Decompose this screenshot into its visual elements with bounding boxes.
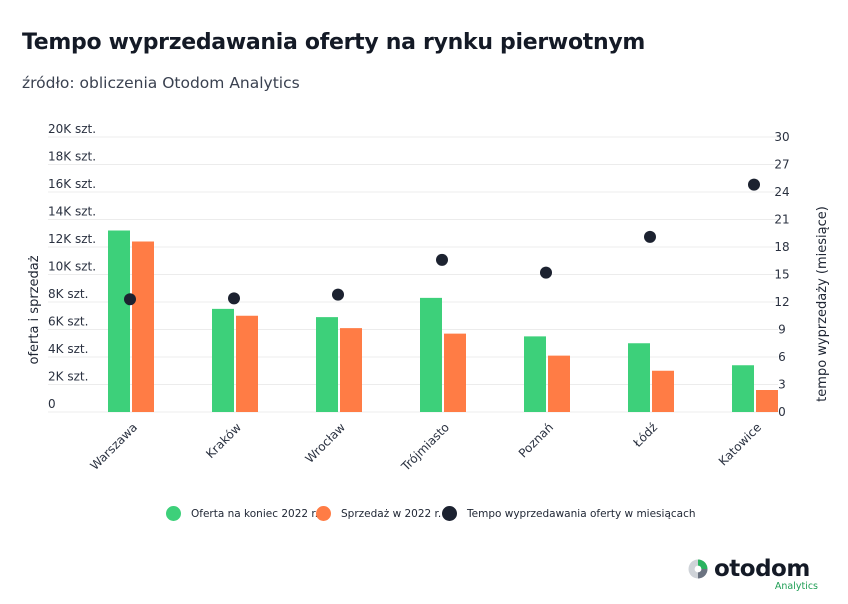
chart-subtitle: źródło: obliczenia Otodom Analytics bbox=[22, 74, 300, 92]
legend-label-offer: Oferta na koniec 2022 r. bbox=[191, 507, 319, 520]
bar-sales-0 bbox=[132, 241, 154, 412]
category-labels: Warszawa Kraków Wrocław Trójmiasto Poznań Łód… bbox=[87, 420, 764, 474]
tempo-point-0 bbox=[124, 293, 136, 306]
left-tick-label: 6K szt. bbox=[48, 315, 88, 329]
left-tick-label: 8K szt. bbox=[48, 287, 88, 301]
right-tick-label: 12 bbox=[774, 295, 789, 309]
category-label-1: Kraków bbox=[203, 420, 244, 461]
bar-offer-5 bbox=[628, 343, 650, 412]
left-tick-label: 4K szt. bbox=[48, 342, 88, 356]
tempo-points bbox=[124, 178, 760, 306]
right-tick-label: 21 bbox=[774, 213, 789, 227]
right-tick-label: 3 bbox=[778, 378, 786, 392]
left-axis-title: oferta i sprzedaż bbox=[27, 255, 42, 364]
right-tick-label: 6 bbox=[778, 350, 786, 364]
bar-sales-2 bbox=[340, 328, 362, 412]
left-tick-label: 12K szt. bbox=[48, 232, 96, 246]
category-label-6: Katowice bbox=[716, 420, 764, 468]
tempo-point-3 bbox=[436, 253, 448, 266]
bar-offer-4 bbox=[524, 336, 546, 412]
bar-offer-1 bbox=[212, 308, 234, 412]
brand-tagline: Analytics bbox=[774, 581, 818, 592]
right-tick-label: 27 bbox=[774, 158, 789, 172]
right-axis-title: tempo wyprzedaży (miesiące) bbox=[815, 206, 830, 402]
right-tick-label: 30 bbox=[774, 130, 789, 144]
legend-item-offer: Oferta na koniec 2022 r. bbox=[166, 506, 318, 521]
bar-sales-5 bbox=[652, 370, 674, 412]
right-tick-label: 9 bbox=[778, 323, 786, 337]
bar-offer-0 bbox=[108, 230, 130, 412]
right-tick-label: 24 bbox=[774, 185, 789, 199]
left-tick-label: 0 bbox=[48, 397, 56, 411]
bar-sales-4 bbox=[548, 355, 570, 412]
category-label-2: Wrocław bbox=[303, 420, 349, 466]
bar-offer-6 bbox=[732, 365, 754, 412]
otodom-logo: otodom Analytics bbox=[688, 556, 818, 596]
tempo-point-4 bbox=[540, 266, 552, 279]
chart-title: Tempo wyprzedawania oferty na rynku pier… bbox=[22, 30, 645, 55]
bar-offer-2 bbox=[316, 317, 338, 412]
legend-swatch-tempo bbox=[442, 506, 457, 521]
category-label-3: Trójmiasto bbox=[398, 420, 452, 474]
tempo-point-1 bbox=[228, 292, 240, 305]
chart: 02K szt.4K szt.6K szt.8K szt.10K szt.12K… bbox=[27, 122, 830, 474]
category-label-4: Poznań bbox=[516, 420, 556, 460]
otodom-logo-icon bbox=[688, 559, 708, 579]
right-tick-label: 18 bbox=[774, 240, 789, 254]
left-axis-ticks: 0 2K szt. 4K szt. 6K szt. 8K szt. 10K szt. 12K… bbox=[48, 122, 96, 411]
legend-swatch-sales bbox=[316, 506, 331, 521]
legend-label-sales: Sprzedaż w 2022 r. bbox=[341, 507, 442, 520]
tempo-point-5 bbox=[644, 230, 656, 243]
left-tick-label: 14K szt. bbox=[48, 205, 96, 219]
category-label-5: Łódź bbox=[630, 420, 660, 450]
legend-item-tempo: Tempo wyprzedawania oferty w miesiącach bbox=[442, 506, 696, 521]
left-tick-label: 16K szt. bbox=[48, 177, 96, 191]
right-tick-label: 15 bbox=[774, 268, 789, 282]
bar-offer-3 bbox=[420, 297, 442, 412]
legend-swatch-offer bbox=[166, 506, 181, 521]
right-tick-label: 0 bbox=[778, 405, 786, 419]
bars bbox=[108, 230, 778, 412]
bar-sales-1 bbox=[236, 315, 258, 412]
brand-name: otodom bbox=[714, 556, 810, 582]
bar-sales-6 bbox=[756, 390, 778, 412]
bar-sales-3 bbox=[444, 333, 466, 412]
left-tick-label: 18K szt. bbox=[48, 150, 96, 164]
legend-item-sales: Sprzedaż w 2022 r. bbox=[316, 506, 441, 521]
right-axis-ticks: 0 3 6 9 12 15 18 21 24 27 30 bbox=[774, 130, 789, 419]
left-tick-label: 10K szt. bbox=[48, 260, 96, 274]
tempo-point-6 bbox=[748, 178, 760, 191]
left-tick-label: 20K szt. bbox=[48, 122, 96, 136]
left-tick-label: 2K szt. bbox=[48, 370, 88, 384]
category-label-0: Warszawa bbox=[87, 420, 140, 473]
tempo-point-2 bbox=[332, 288, 344, 301]
legend-label-tempo: Tempo wyprzedawania oferty w miesiącach bbox=[467, 507, 696, 520]
